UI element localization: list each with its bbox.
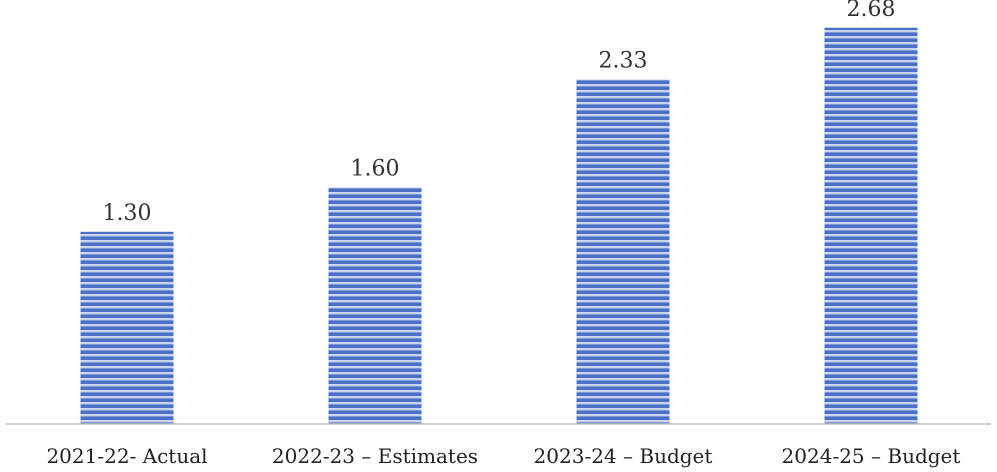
category-label-3: 2023-24 – Budget: [534, 444, 713, 468]
data-label-4: 2.68: [847, 0, 896, 22]
bar-3: [576, 79, 670, 424]
data-label-1: 1.30: [103, 201, 152, 226]
data-label-3: 2.33: [599, 48, 648, 73]
bar-1: [80, 231, 174, 424]
bar-2: [328, 187, 422, 424]
category-label-1: 2021-22- Actual: [46, 444, 207, 468]
category-label-2: 2022-23 – Estimates: [272, 444, 478, 468]
bar-4: [824, 27, 918, 424]
data-label-2: 1.60: [351, 156, 400, 181]
category-label-4: 2024-25 – Budget: [782, 444, 961, 468]
bars-layer: [80, 27, 918, 424]
labels-layer: 1.30 2021-22- Actual 1.60 2022-23 – Estimat…: [46, 0, 960, 468]
